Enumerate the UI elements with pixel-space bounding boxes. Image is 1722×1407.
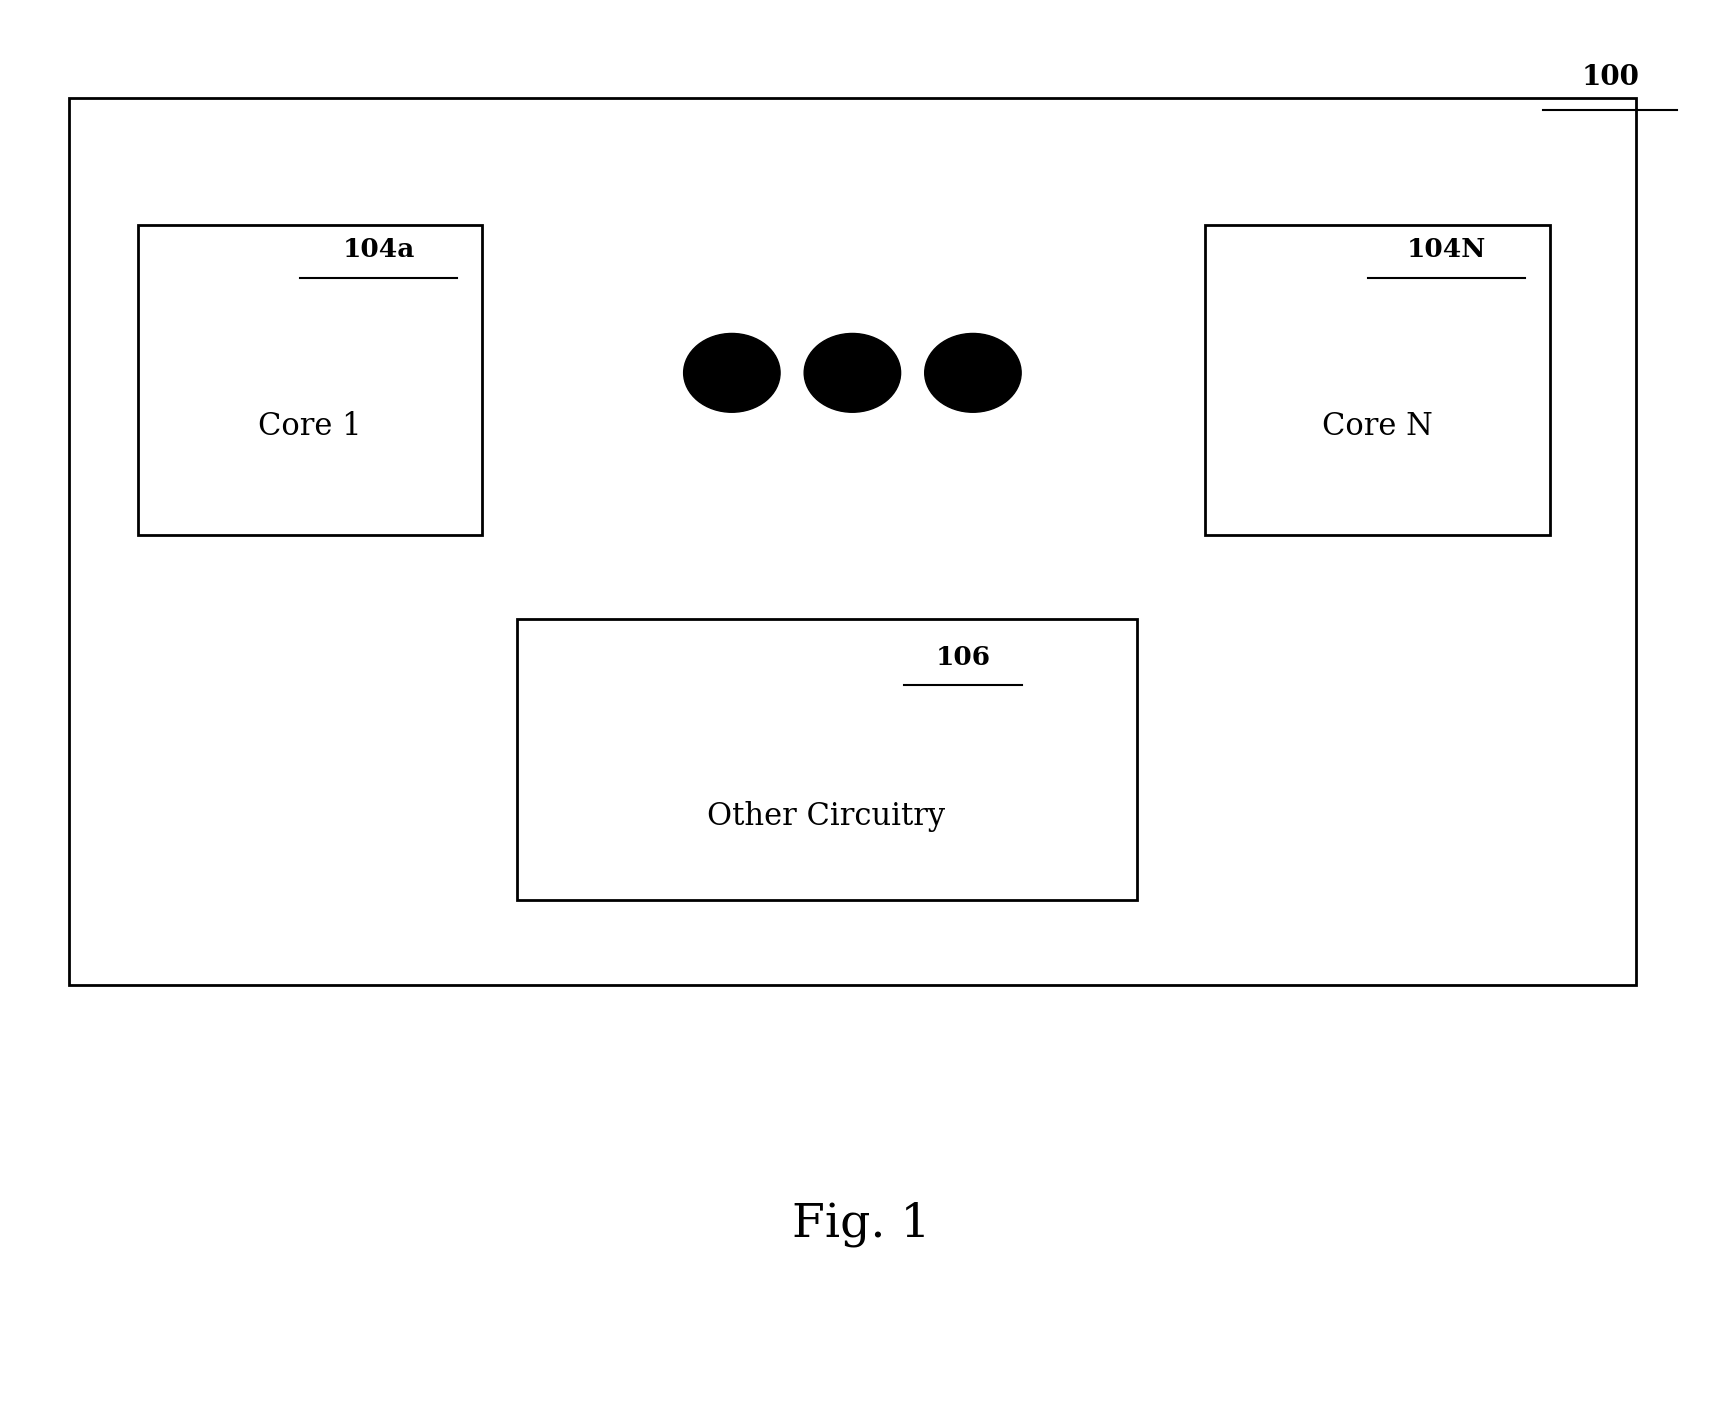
Bar (138, 225, 482, 535)
Bar (517, 619, 1137, 900)
Bar (69, 98, 1636, 985)
Text: 106: 106 (935, 644, 990, 670)
Circle shape (925, 333, 1021, 412)
Text: Core 1: Core 1 (258, 411, 362, 442)
Text: 104a: 104a (343, 238, 415, 262)
Text: Fig. 1: Fig. 1 (792, 1202, 930, 1247)
Text: Core N: Core N (1322, 411, 1433, 442)
Circle shape (684, 333, 780, 412)
Text: 100: 100 (1581, 65, 1639, 91)
Text: 104N: 104N (1407, 238, 1486, 262)
Circle shape (804, 333, 901, 412)
Text: Other Circuitry: Other Circuitry (708, 801, 945, 832)
Bar (1205, 225, 1550, 535)
